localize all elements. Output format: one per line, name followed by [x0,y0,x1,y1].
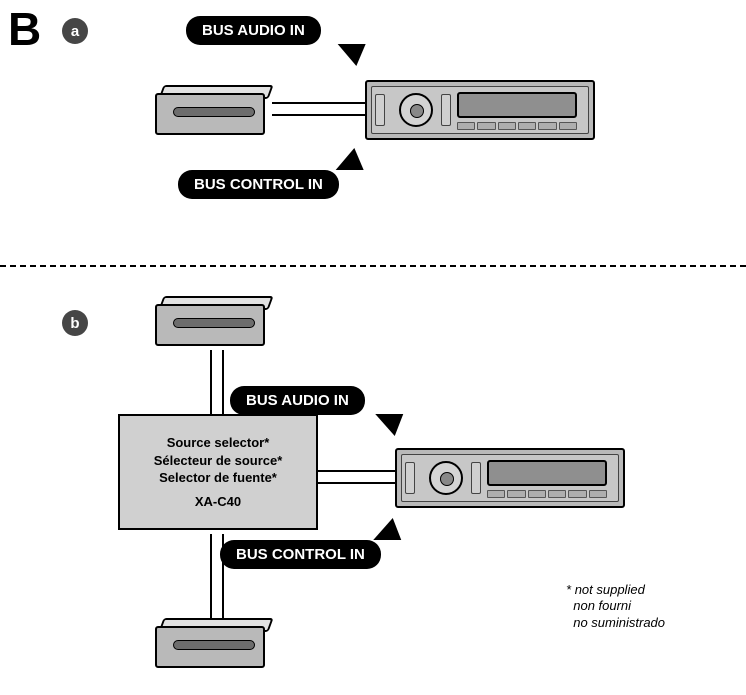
bus-control-in-label-a: BUS CONTROL IN [178,170,339,199]
cable [210,350,224,414]
cable [272,102,365,116]
bus-audio-in-label-a: BUS AUDIO IN [186,16,321,45]
footnote-marker: * [566,582,571,597]
footnote-en: not supplied [575,582,645,597]
callout-triangle [375,414,408,436]
head-unit [365,80,595,140]
callout-triangle [336,148,369,170]
sub-label-b: b [62,310,88,336]
callout-triangle [338,44,371,66]
head-unit [395,448,625,508]
sub-label-a: a [62,18,88,44]
source-selector-box: Source selector* Sélecteur de source* Se… [118,414,318,530]
cd-changer [155,85,275,140]
cd-changer [155,296,275,351]
cable [318,470,395,484]
callout-triangle [373,518,406,540]
bus-control-in-label-b: BUS CONTROL IN [220,540,381,569]
selector-label-es: Selector de fuente* [128,469,308,487]
cd-changer [155,618,275,673]
selector-label-en: Source selector* [128,434,308,452]
selector-model: XA-C40 [128,493,308,511]
section-letter: B [8,2,41,56]
footnote-es: no suministrado [573,615,665,630]
footnote-fr: non fourni [573,598,631,613]
selector-label-fr: Sélecteur de source* [128,452,308,470]
bus-audio-in-label-b: BUS AUDIO IN [230,386,365,415]
section-divider [0,265,746,267]
footnote: * not supplied non fourni no suministrad… [566,582,665,631]
